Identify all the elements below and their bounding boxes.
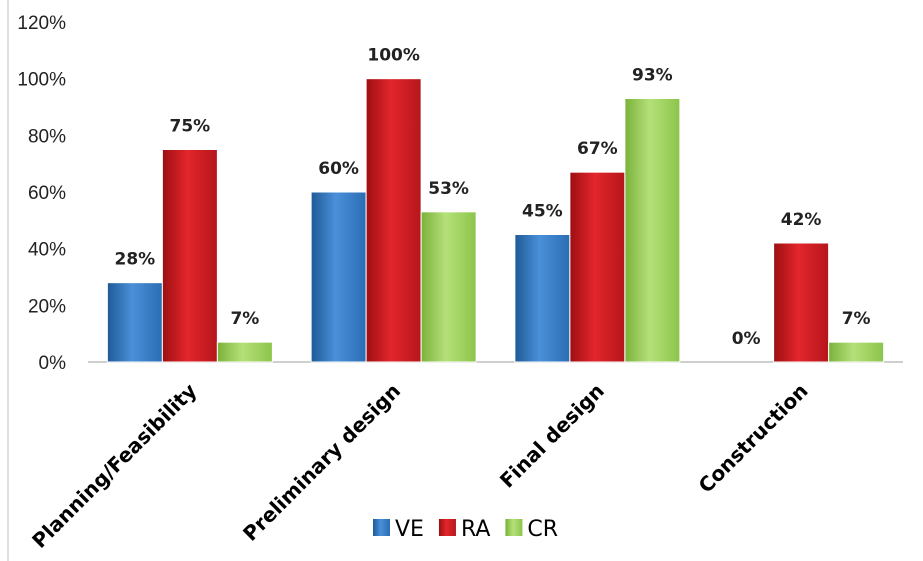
bars bbox=[106, 78, 885, 363]
category-label: Planning/Feasibility bbox=[27, 379, 201, 553]
legend: VE RA CR bbox=[373, 517, 558, 542]
legend-label: RA bbox=[461, 517, 490, 542]
data-label: 53% bbox=[428, 179, 469, 199]
bar-ra bbox=[773, 242, 830, 363]
y-tick-label: 100% bbox=[17, 70, 66, 91]
bar-cr bbox=[828, 341, 885, 363]
bar-cr bbox=[420, 211, 477, 363]
category-label: Construction bbox=[694, 379, 813, 498]
bar-cr bbox=[624, 98, 681, 363]
bar-ra bbox=[161, 149, 218, 363]
legend-swatch-ve bbox=[373, 519, 390, 536]
bar-ra bbox=[569, 171, 626, 363]
bar-cr bbox=[216, 341, 273, 363]
y-tick-label: 20% bbox=[28, 296, 66, 317]
legend-swatch-ra bbox=[438, 519, 456, 536]
y-tick-label: 60% bbox=[28, 183, 66, 204]
bar-ve bbox=[514, 234, 571, 363]
data-label: 75% bbox=[170, 117, 211, 137]
y-tick-label: 80% bbox=[28, 126, 66, 147]
data-label: 7% bbox=[230, 309, 259, 329]
bar-ra bbox=[365, 78, 422, 363]
data-label: 28% bbox=[115, 250, 156, 270]
y-tick-label: 0% bbox=[39, 353, 67, 374]
bar-ve bbox=[310, 191, 367, 363]
category-label: Final design bbox=[495, 379, 609, 493]
data-label: 60% bbox=[318, 159, 359, 179]
legend-label: CR bbox=[527, 517, 558, 542]
data-label: 93% bbox=[632, 66, 673, 86]
legend-swatch-cr bbox=[505, 519, 523, 536]
data-labels: 28% 75% 7% 60% 100% 53% 45% 67% 93% 0% 42% 7% bbox=[115, 46, 871, 349]
data-label: 7% bbox=[842, 309, 871, 329]
data-label: 67% bbox=[577, 139, 618, 159]
data-label: 0% bbox=[732, 329, 761, 349]
data-label: 42% bbox=[781, 210, 822, 230]
y-axis-ticks: 0% 20% 40% 60% 80% 100% 120% bbox=[17, 13, 66, 374]
legend-label: VE bbox=[395, 517, 424, 542]
bar-ve bbox=[106, 282, 163, 363]
y-tick-label: 120% bbox=[17, 13, 66, 34]
data-label: 45% bbox=[522, 202, 563, 222]
y-tick-label: 40% bbox=[28, 240, 66, 261]
data-label: 100% bbox=[367, 46, 420, 66]
